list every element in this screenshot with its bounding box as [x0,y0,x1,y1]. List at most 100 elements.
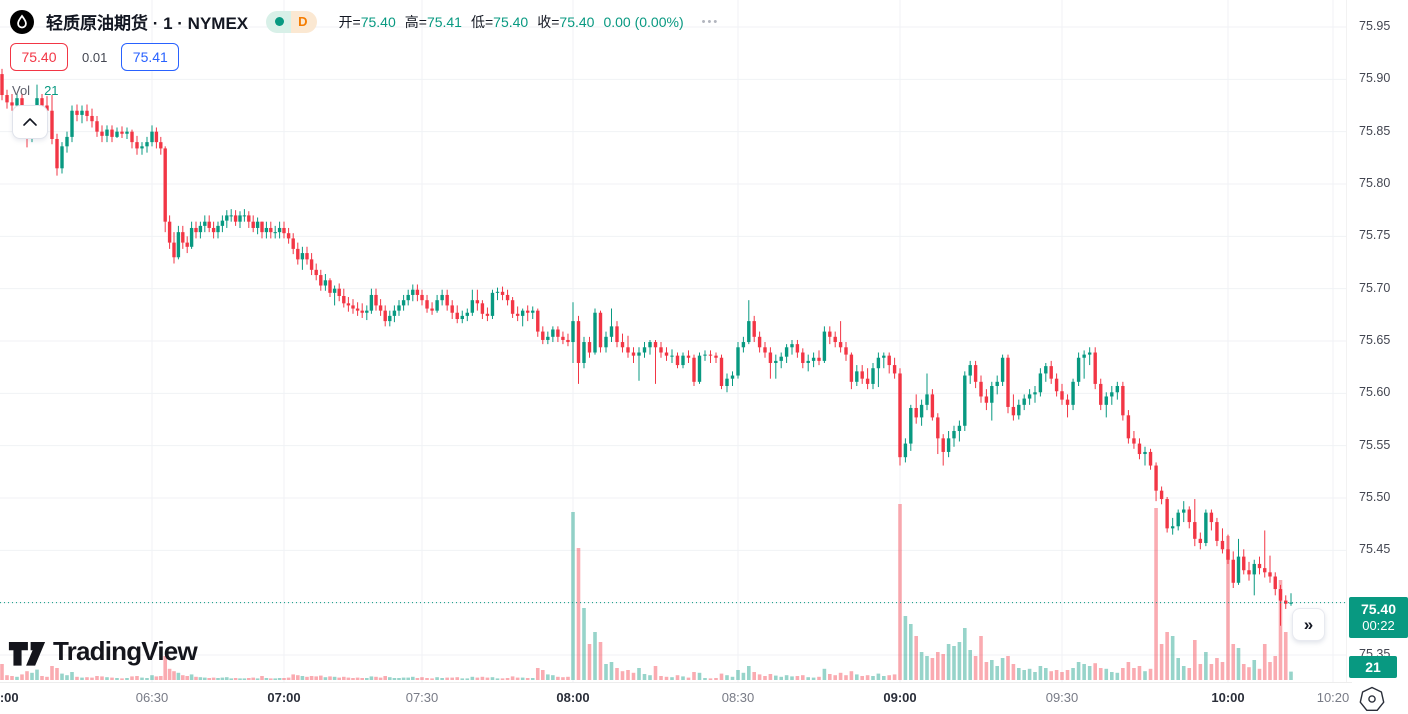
volume-bar [703,678,707,680]
candle-body [865,378,870,384]
volume-bar [360,678,364,680]
candle-body [176,232,181,258]
candle-body [378,305,383,311]
volume-bar [979,636,983,680]
volume-bar [525,678,530,680]
price-axis-label: 75.70 [1359,280,1391,295]
axis-settings-button[interactable] [1358,686,1386,714]
candle-body [465,312,469,316]
market-status-dot-icon [275,17,285,26]
low-label: 低= [470,13,494,30]
candle-body [365,310,369,313]
symbol-logo-icon[interactable] [10,9,34,34]
volume-bar [1220,662,1225,680]
volume-bar [277,678,282,680]
volume-bar [909,624,913,680]
candle-body [675,355,680,366]
volume-bar [1278,580,1283,680]
volume-bar [1027,668,1032,680]
volume-bar [1071,668,1075,680]
candle-body [159,142,163,149]
double-chevron-right-icon: » [1303,614,1314,634]
volume-bar [475,677,480,680]
candle-body [692,357,696,382]
candle-body [871,368,875,384]
volume-bar [811,677,816,680]
candle-body [957,425,962,432]
candle-body [822,331,827,361]
candle-body [725,378,729,387]
candle-body [264,227,269,233]
volume-bar [741,672,746,680]
candle-body [181,232,185,243]
candle-body [260,221,264,233]
volume-bar [440,678,444,680]
data-mode-pill[interactable]: D [266,10,317,33]
volume-bar [1132,668,1136,680]
volume-bar [1137,666,1142,680]
volume-bar [1165,632,1169,680]
delayed-data-badge: D [291,10,317,33]
candle-body [1126,415,1131,439]
candle-body [505,294,510,301]
sell-button[interactable]: 75.40 [10,43,68,71]
volume-bar [637,668,641,680]
candle-body [319,275,323,286]
candle-body [1209,512,1214,523]
candle-body [475,300,480,304]
candle-body [1082,354,1086,358]
candle-body [110,129,114,137]
volume-bar [763,676,767,680]
candle-body [1038,373,1043,393]
candle-body [615,326,619,343]
tradingview-watermark[interactable]: TradingView [8,636,198,667]
volume-bar [957,642,962,680]
volume-bar [946,644,951,680]
time-axis[interactable]: 06:00 06:30 07:00 07:30 08:00 08:30 09:00 09:30… [0,682,1352,714]
volume-bar [435,677,439,680]
candle-body [255,221,260,228]
buy-button[interactable]: 75.41 [121,43,180,71]
open-value: 75.40 [360,13,396,30]
volume-bar [264,678,269,680]
candle-body [383,310,387,322]
volume-bar [844,675,848,680]
candle-body [817,357,821,361]
candle-body [286,233,291,239]
candle-body [172,242,176,258]
candle-body [388,315,392,322]
candle-body [1198,538,1203,544]
candle-body [833,336,837,343]
volume-bar [25,671,29,680]
time-axis-label: 06:30 [135,690,169,705]
candle-body [120,131,124,134]
candle-body [1065,399,1070,405]
volume-legend[interactable]: Vol 21 [12,83,59,98]
volume-bar [779,676,783,680]
volume-bar [1104,668,1109,680]
volume-bar [45,676,49,680]
candle-body [892,365,897,374]
volume-bar [342,676,346,680]
candle-body [520,310,525,316]
go-to-realtime-button[interactable]: » [1292,608,1325,641]
more-options-icon[interactable]: ••• [701,15,720,28]
candle-body [397,305,401,311]
collapse-legend-button[interactable] [12,105,48,139]
candle-body [305,253,309,260]
volume-bar [70,672,74,680]
candle-body [730,375,735,379]
candle-body [374,294,378,306]
candle-body [485,313,490,316]
volume-bar [355,677,360,680]
candlestick-chart[interactable] [0,0,1346,682]
volume-bar [995,666,999,680]
candle-body [811,357,816,361]
candle-body [536,310,540,332]
volume-bar [181,675,185,680]
candle-body [198,225,203,233]
symbol-title[interactable]: 轻质原油期货 · 1 · NYMEX [46,14,249,33]
volume-bar [397,678,401,680]
time-axis-label: 07:00 [267,690,301,705]
price-axis[interactable]: 75.95 75.90 75.85 75.80 75.75 75.70 75.65 75.60… [1346,0,1408,682]
